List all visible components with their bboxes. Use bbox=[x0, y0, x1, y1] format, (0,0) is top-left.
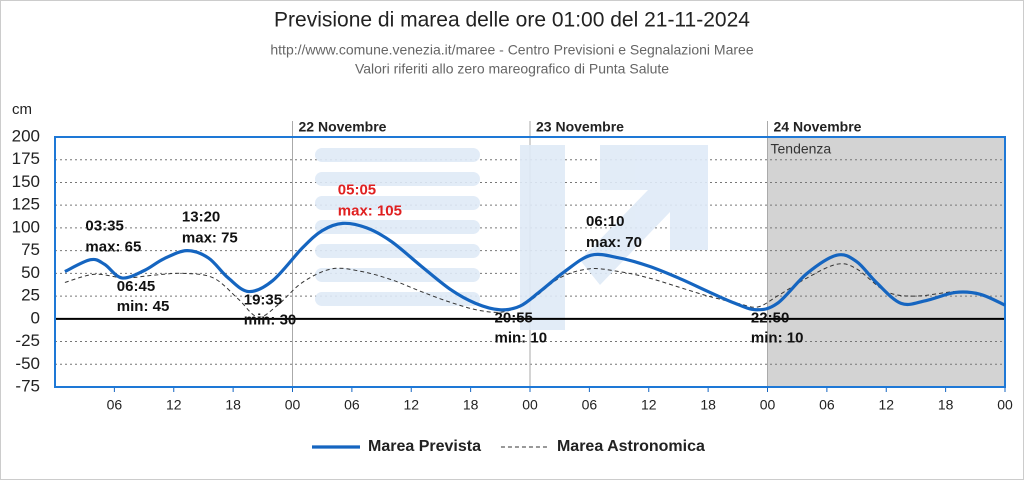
y-tick-label: -25 bbox=[15, 331, 40, 350]
y-axis-label: cm bbox=[12, 101, 32, 118]
watermark-wave bbox=[315, 268, 480, 282]
legend-label: Marea Prevista bbox=[368, 438, 481, 455]
y-tick-label: 100 bbox=[12, 217, 40, 236]
subtitle: http://www.comune.venezia.it/maree - Cen… bbox=[270, 42, 753, 58]
annotation-time: 05:05 bbox=[338, 181, 376, 198]
x-tick-label: 18 bbox=[938, 397, 954, 413]
y-tick-label: -75 bbox=[15, 376, 40, 395]
chart-title: Previsione di marea delle ore 01:00 del … bbox=[274, 9, 750, 32]
annotation-label: min: 30 bbox=[244, 312, 297, 329]
legend-label: Marea Astronomica bbox=[557, 438, 705, 455]
plot-border bbox=[54, 136, 1006, 388]
x-tick-label: 12 bbox=[403, 397, 419, 413]
annotation-time: 20:55 bbox=[495, 310, 533, 327]
x-tick-label: 12 bbox=[641, 397, 657, 413]
y-tick-label: 175 bbox=[12, 149, 40, 168]
watermark-bar bbox=[520, 145, 565, 330]
y-tick-label: 0 bbox=[31, 308, 40, 327]
watermark bbox=[315, 145, 708, 330]
y-tick-label: 75 bbox=[21, 240, 40, 259]
x-tick-label: 06 bbox=[819, 397, 835, 413]
tendency-label: Tendenza bbox=[771, 141, 832, 157]
tendency-area bbox=[767, 137, 1005, 387]
annotation-time: 22:50 bbox=[751, 310, 789, 327]
y-tick-label: 125 bbox=[12, 195, 40, 214]
y-tick-label: 50 bbox=[21, 263, 40, 282]
annotation-label: min: 45 bbox=[117, 298, 170, 315]
x-tick-label: 12 bbox=[166, 397, 182, 413]
watermark-wave bbox=[315, 244, 480, 258]
y-tick-label: 25 bbox=[21, 286, 40, 305]
y-tick-label: 200 bbox=[12, 126, 40, 145]
x-tick-label: 00 bbox=[522, 397, 538, 413]
y-tick-label: -50 bbox=[15, 354, 40, 373]
annotation-label: min: 10 bbox=[751, 330, 804, 347]
watermark-wave bbox=[315, 172, 480, 186]
x-tick-label: 06 bbox=[582, 397, 598, 413]
x-tick-label: 00 bbox=[285, 397, 301, 413]
x-tick-label: 06 bbox=[344, 397, 360, 413]
subtitle: Valori riferiti allo zero mareografico d… bbox=[355, 61, 669, 77]
watermark-wave bbox=[315, 148, 480, 162]
series-line bbox=[64, 221, 1006, 312]
watermark-wave bbox=[315, 292, 480, 306]
annotation-time: 13:20 bbox=[182, 209, 220, 226]
annotation-label: max: 65 bbox=[85, 239, 141, 256]
x-tick-label: 12 bbox=[878, 397, 894, 413]
annotation-time: 06:45 bbox=[117, 278, 155, 295]
day-label: 22 Novembre bbox=[299, 119, 387, 135]
y-tick-label: 150 bbox=[12, 172, 40, 191]
x-tick-label: 18 bbox=[225, 397, 241, 413]
annotation-label: max: 70 bbox=[586, 234, 642, 251]
annotation-label: max: 105 bbox=[338, 202, 402, 219]
annotation-time: 03:35 bbox=[85, 218, 123, 235]
annotation-time: 19:35 bbox=[244, 292, 282, 309]
x-tick-label: 00 bbox=[997, 397, 1013, 413]
watermark-wave bbox=[315, 196, 480, 210]
x-tick-label: 00 bbox=[760, 397, 776, 413]
annotation-label: max: 75 bbox=[182, 230, 238, 247]
x-tick-label: 18 bbox=[700, 397, 716, 413]
day-label: 24 Novembre bbox=[774, 119, 862, 135]
day-label: 23 Novembre bbox=[536, 119, 624, 135]
x-tick-label: 18 bbox=[463, 397, 479, 413]
annotation-label: min: 10 bbox=[495, 330, 548, 347]
x-tick-label: 06 bbox=[107, 397, 123, 413]
plot-layer: -75 -50 -25 0 25 50 75 100 125 150 175 200 06 12 18 00 0… bbox=[12, 119, 1013, 456]
watermark-arrow bbox=[580, 145, 708, 285]
annotation-time: 06:10 bbox=[586, 213, 624, 230]
